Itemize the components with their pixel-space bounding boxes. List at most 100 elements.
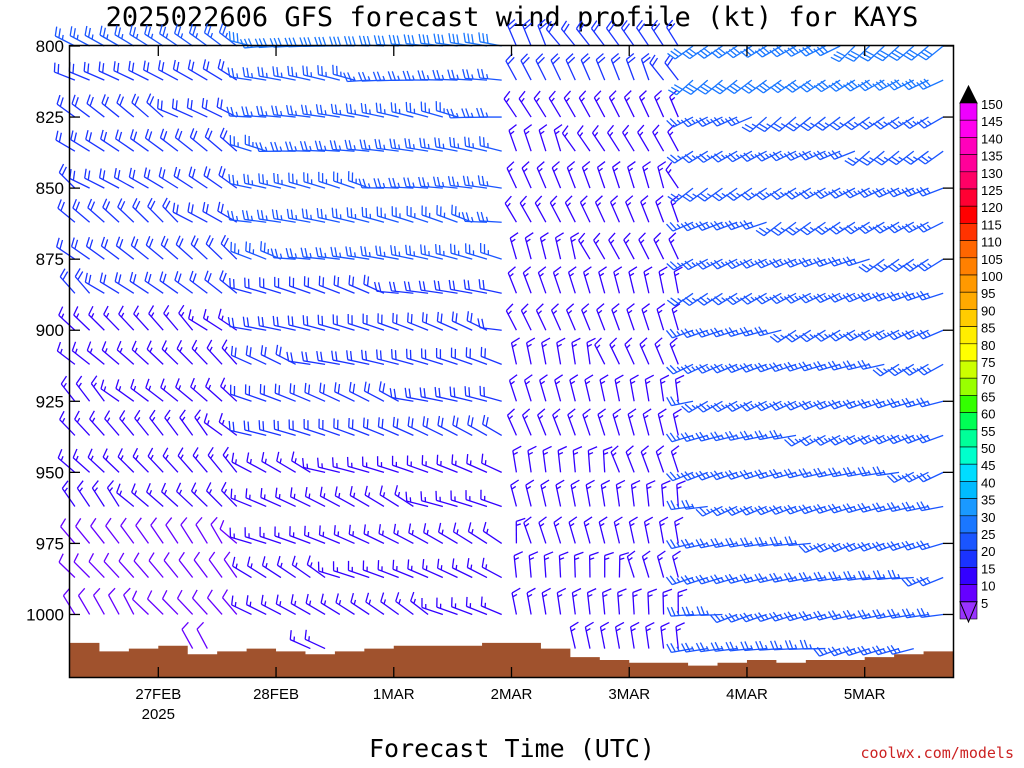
barb-staff [655, 451, 665, 473]
barb-feather [176, 61, 180, 72]
barb-feather [799, 639, 805, 650]
wind-barb [872, 116, 900, 130]
barb-feather [407, 177, 411, 188]
barb-feather [784, 640, 790, 650]
barb-feather [758, 469, 765, 478]
barb-half-feather [750, 540, 754, 546]
barb-half-feather [809, 295, 814, 300]
colorbar-label: 85 [981, 321, 995, 336]
barb-half-feather [598, 167, 603, 172]
barb-half-feather [524, 130, 530, 135]
wind-barb [259, 383, 282, 402]
barb-half-feather [338, 600, 342, 605]
wind-barb [68, 62, 90, 81]
barb-feather [357, 72, 363, 82]
wind-barb [542, 445, 552, 473]
barb-feather [725, 641, 731, 652]
barb-half-feather [675, 380, 681, 385]
barb-feather [481, 318, 485, 329]
barb-feather [470, 312, 473, 323]
barb-half-feather [912, 474, 917, 480]
wind-barb [150, 517, 164, 544]
barb-feather [289, 248, 294, 258]
barb-feather [886, 502, 893, 512]
wind-barb [227, 210, 252, 223]
barb-staff [144, 33, 164, 47]
barb-staff [247, 565, 267, 579]
barb-feather [301, 351, 305, 361]
wind-barb [508, 374, 518, 402]
wind-barb [447, 176, 473, 189]
barb-staff [132, 206, 149, 223]
wind-barb [304, 629, 326, 650]
barb-feather [873, 159, 883, 166]
barb-feather [465, 596, 468, 607]
barb-staff [76, 487, 91, 507]
barb-half-feather [823, 470, 828, 476]
barb-feather [453, 137, 456, 148]
barb-feather [160, 235, 166, 246]
barb-feather [508, 124, 517, 131]
barb-feather [665, 330, 673, 339]
wind-barb [813, 44, 841, 57]
wind-barb [657, 408, 667, 436]
barb-half-feather [324, 110, 327, 115]
barb-feather [163, 131, 168, 141]
barb-half-feather [643, 557, 648, 561]
wind-barb [228, 174, 252, 189]
barb-feather [555, 479, 565, 486]
barb-feather [188, 166, 193, 177]
wind-barb [543, 551, 554, 578]
barb-half-feather [569, 272, 575, 277]
barb-feather [827, 361, 835, 371]
barb-staff [192, 455, 208, 473]
barb-feather [827, 504, 835, 514]
barb-feather [651, 57, 659, 67]
barb-feather [669, 221, 678, 230]
barb-half-feather [555, 130, 560, 135]
barb-staff [521, 414, 532, 436]
barb-half-feather [516, 523, 521, 527]
barb-staff [158, 175, 179, 189]
barb-feather [677, 588, 688, 594]
barb-staff [120, 525, 135, 544]
credit-link[interactable]: coolwx.com/models [860, 744, 1014, 762]
barb-feather [675, 374, 685, 381]
barb-staff [87, 207, 105, 223]
barb-half-feather [265, 111, 268, 117]
wind-barb [588, 551, 599, 578]
barb-feather [652, 124, 660, 133]
wind-barb [558, 551, 569, 578]
barb-feather [638, 23, 646, 32]
barb-feather [147, 26, 152, 37]
barb-feather [317, 65, 320, 75]
wind-barb [347, 314, 370, 331]
barb-feather [329, 36, 334, 46]
barb-feather [923, 49, 933, 56]
barb-feather [422, 177, 426, 187]
barb-feather [432, 176, 437, 186]
barb-feather [290, 209, 294, 220]
barb-half-feather [705, 330, 710, 335]
barb-half-feather [809, 333, 814, 338]
barb-feather [390, 245, 393, 255]
barb-feather [245, 595, 249, 605]
barb-half-feather [264, 601, 267, 607]
wind-barb [361, 349, 385, 365]
wind-barb [450, 347, 473, 365]
barb-feather [684, 154, 693, 162]
barb-feather [710, 365, 718, 374]
barb-staff [180, 524, 194, 544]
barb-staff [176, 348, 194, 365]
barb-feather [862, 157, 871, 164]
barb-feather [289, 487, 293, 497]
barb-feather [803, 122, 812, 129]
barb-feather [725, 538, 731, 548]
barb-feather [133, 552, 140, 562]
barb-staff [178, 312, 194, 331]
barb-half-feather [676, 628, 681, 632]
wind-barb [146, 590, 164, 615]
barb-staff [129, 280, 149, 294]
barb-feather [449, 386, 452, 397]
wind-barb [640, 445, 650, 473]
